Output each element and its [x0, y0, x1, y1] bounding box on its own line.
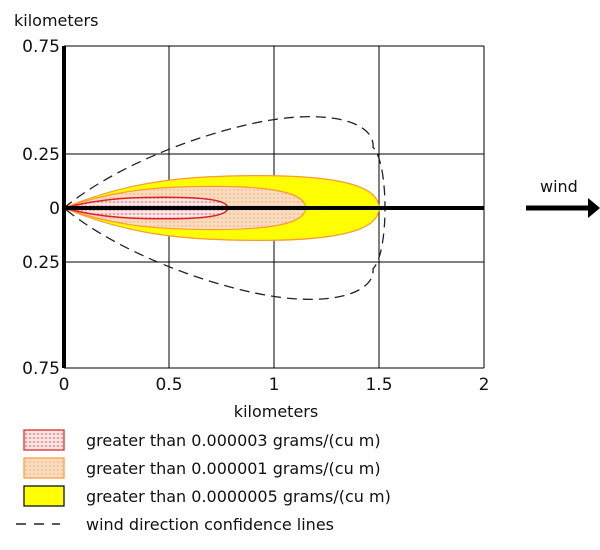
legend-swatch-3	[23, 485, 65, 507]
axes	[62, 46, 484, 368]
x-axis-title: kilometers	[234, 402, 318, 421]
legend-label-3: greater than 0.0000005 grams/(cu m)	[86, 487, 391, 506]
x-tick-label: 1.5	[365, 375, 392, 395]
x-tick-label: 2	[479, 375, 490, 395]
y-tick-label: 0.75	[22, 37, 60, 57]
y-tick-labels: 0.75 0.25 0 0.25 0.75	[22, 37, 60, 379]
y-tick-label: 0.75	[22, 359, 60, 379]
legend: greater than 0.000003 grams/(cu m) greate…	[16, 429, 391, 534]
y-axis-title: kilometers	[14, 11, 98, 30]
wind-label: wind	[540, 177, 578, 196]
legend-swatch-1	[23, 429, 65, 451]
y-tick-label: 0.25	[22, 253, 60, 273]
x-tick-label: 1	[269, 375, 280, 395]
x-tick-labels: 0 0.5 1 1.5 2	[59, 375, 490, 395]
x-tick-label: 0	[59, 375, 70, 395]
legend-label-2: greater than 0.000001 grams/(cu m)	[86, 459, 381, 478]
y-tick-label: 0.25	[22, 145, 60, 165]
y-tick-label: 0	[49, 199, 60, 219]
legend-swatch-2	[23, 457, 65, 479]
legend-label-1: greater than 0.000003 grams/(cu m)	[86, 431, 381, 450]
wind-arrow	[526, 198, 600, 218]
legend-label-4: wind direction confidence lines	[86, 515, 334, 534]
x-tick-label: 0.5	[155, 375, 182, 395]
